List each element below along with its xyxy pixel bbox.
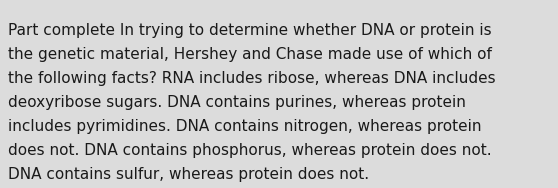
Text: Part complete In trying to determine whether DNA or protein is: Part complete In trying to determine whe… xyxy=(8,23,492,38)
Text: the genetic material, Hershey and Chase made use of which of: the genetic material, Hershey and Chase … xyxy=(8,47,492,62)
Text: does not. DNA contains phosphorus, whereas protein does not.: does not. DNA contains phosphorus, where… xyxy=(8,143,492,158)
Text: the following facts? RNA includes ribose, whereas DNA includes: the following facts? RNA includes ribose… xyxy=(8,71,496,86)
Text: DNA contains sulfur, whereas protein does not.: DNA contains sulfur, whereas protein doe… xyxy=(8,167,369,182)
Text: deoxyribose sugars. DNA contains purines, whereas protein: deoxyribose sugars. DNA contains purines… xyxy=(8,95,466,110)
Text: includes pyrimidines. DNA contains nitrogen, whereas protein: includes pyrimidines. DNA contains nitro… xyxy=(8,119,482,134)
